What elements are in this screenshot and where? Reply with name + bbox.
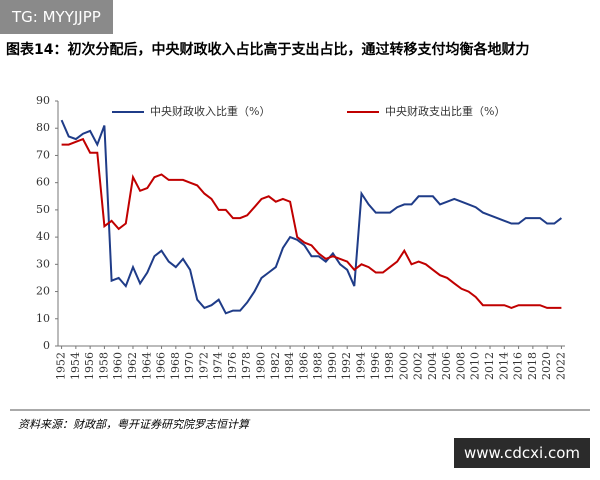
x-tick-label: 1996 bbox=[369, 352, 382, 380]
y-tick-label: 80 bbox=[36, 121, 50, 134]
x-tick-label: 1980 bbox=[255, 352, 268, 380]
chart-title: 图表14：初次分配后，中央财政收入占比高于支出占比，通过转移支付均衡各地财力 bbox=[6, 42, 530, 58]
x-tick-label: 2012 bbox=[483, 352, 496, 380]
series-line bbox=[60, 119, 563, 315]
watermark: www.cdcxi.com bbox=[453, 438, 590, 468]
legend-label: 中央财政支出比重（%） bbox=[385, 104, 505, 118]
y-tick-label: 10 bbox=[36, 312, 50, 325]
x-tick-label: 1968 bbox=[169, 352, 182, 380]
x-tick-label: 2006 bbox=[440, 352, 453, 380]
watermark: TG: MYYJJPP bbox=[0, 0, 113, 34]
x-tick-label: 2020 bbox=[540, 352, 553, 380]
x-tick-label: 2002 bbox=[412, 352, 425, 380]
source: 资料来源：财政部，粤开证券研究院罗志恒计算 bbox=[18, 418, 249, 431]
x-tick-label: 1990 bbox=[326, 352, 339, 380]
y-tick-label: 70 bbox=[36, 148, 50, 161]
x-tick-label: 1962 bbox=[126, 352, 139, 380]
series-line bbox=[61, 137, 562, 309]
x-tick-label: 1956 bbox=[83, 352, 96, 380]
x-tick-label: 2010 bbox=[469, 352, 482, 380]
x-tick-label: 1970 bbox=[183, 352, 196, 380]
x-tick-label: 1984 bbox=[283, 352, 296, 380]
x-tick-label: 1954 bbox=[69, 352, 82, 380]
x-tick-label: 2008 bbox=[454, 352, 467, 380]
x-tick-label: 1986 bbox=[297, 352, 310, 380]
y-tick-label: 90 bbox=[36, 94, 50, 107]
x-tick-label: 1958 bbox=[97, 352, 110, 380]
x-tick-label: 1982 bbox=[269, 352, 282, 380]
y-tick-label: 40 bbox=[36, 230, 50, 243]
legend-label: 中央财政收入比重（%） bbox=[150, 104, 270, 118]
y-tick-label: 20 bbox=[36, 285, 50, 298]
y-tick-label: 30 bbox=[36, 257, 50, 270]
x-tick-label: 2022 bbox=[554, 352, 567, 380]
x-tick-label: 2018 bbox=[526, 352, 539, 380]
x-tick-label: 1976 bbox=[226, 352, 239, 380]
x-tick-label: 2014 bbox=[497, 352, 510, 380]
y-tick-label: 50 bbox=[36, 203, 50, 216]
x-tick-label: 1964 bbox=[140, 352, 153, 380]
x-tick-label: 1952 bbox=[55, 352, 68, 380]
x-tick-label: 2000 bbox=[397, 352, 410, 380]
x-tick-label: 1960 bbox=[112, 352, 125, 380]
x-tick-label: 1988 bbox=[312, 352, 325, 380]
x-tick-label: 1978 bbox=[240, 352, 253, 380]
x-tick-label: 1974 bbox=[212, 352, 225, 380]
x-tick-label: 1966 bbox=[155, 352, 168, 380]
x-tick-label: 1972 bbox=[197, 352, 210, 380]
x-tick-label: 1994 bbox=[354, 352, 367, 380]
x-tick-label: 2016 bbox=[512, 352, 525, 380]
y-tick-label: 0 bbox=[43, 339, 50, 352]
x-tick-label: 1998 bbox=[383, 352, 396, 380]
y-tick-label: 60 bbox=[36, 176, 50, 189]
x-tick-label: 2004 bbox=[426, 352, 439, 380]
x-tick-label: 1992 bbox=[340, 352, 353, 380]
